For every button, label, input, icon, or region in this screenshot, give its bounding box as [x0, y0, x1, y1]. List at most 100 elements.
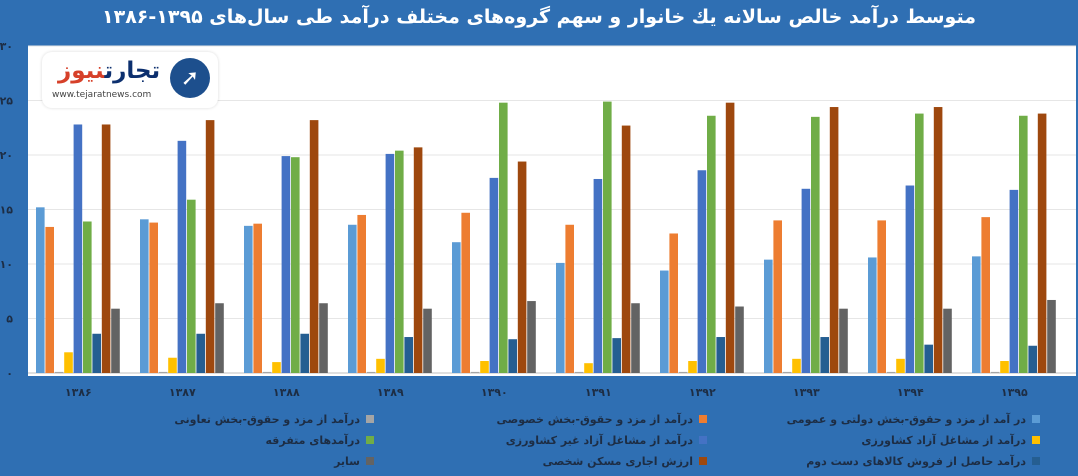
bar [111, 308, 120, 373]
legend-item: درآمد از مشاغل آزاد کشاورزی [707, 431, 1040, 449]
x-tick-label: ۱۳۸۷ [169, 386, 196, 399]
bar [376, 358, 385, 373]
bar [92, 333, 101, 373]
x-tick-label: ۱۳۹۴ [897, 386, 924, 399]
bar [480, 361, 489, 373]
arrow-circle-icon: ➚ [170, 58, 210, 98]
x-tick-label: ۱۳۹۵ [1001, 386, 1028, 399]
bar [272, 362, 281, 373]
bar [489, 177, 499, 373]
legend-item: درآمد از مزد و حقوق-بخش تعاونی [41, 410, 374, 428]
legend-label: درآمد از مشاغل آزاد غیر کشاورزی [505, 433, 693, 447]
bar [452, 242, 461, 373]
legend-swatch [1032, 436, 1040, 444]
chart-legend: در آمد از مزد و حقوق-بخش دولتی و عمومی در… [40, 410, 1040, 472]
bar [612, 338, 621, 373]
bar [896, 358, 905, 373]
y-tick-label: ۱۰ [0, 258, 13, 271]
legend-item: ارزش اجاری مسکن شخصی [374, 452, 707, 470]
bar [773, 220, 782, 373]
y-tick-label: ۲۵ [0, 95, 13, 108]
bar [905, 185, 915, 373]
bar [1037, 113, 1047, 373]
legend-label: درآمد از مزد و حقوق-بخش تعاونی [174, 412, 360, 426]
bar [660, 270, 669, 373]
x-tick-label: ۱۳۹۱ [585, 386, 612, 399]
bar [253, 223, 262, 373]
x-tick-label: ۱۳۹۳ [793, 386, 820, 399]
bar [470, 371, 480, 373]
bar [83, 221, 92, 373]
bar [215, 303, 224, 373]
bar [45, 226, 54, 373]
bar [811, 116, 820, 373]
bar [584, 363, 593, 373]
legend-item: درآمد از مزد و حقوق-بخش خصوصی [374, 410, 707, 428]
bar [820, 337, 829, 373]
bar [1019, 115, 1028, 373]
legend-item: در آمد از مزد و حقوق-بخش دولتی و عمومی [707, 410, 1040, 428]
bar [149, 222, 158, 373]
bar [725, 102, 735, 374]
bar [101, 124, 111, 373]
bar [517, 161, 527, 373]
chart-title: متوسط درآمد خالص سالانه یك خانوار و سهم … [102, 6, 976, 28]
legend-item: سایر [41, 452, 374, 470]
bar [877, 220, 886, 373]
legend-label: درآمد حاصل از فروش کالاهای دست دوم [806, 454, 1026, 468]
bar [943, 308, 952, 373]
bar [839, 308, 848, 373]
bar [527, 301, 536, 373]
bar [678, 371, 688, 373]
bar [291, 157, 300, 373]
bar [697, 170, 707, 373]
bar [829, 107, 839, 373]
bar [54, 371, 64, 373]
bar [413, 147, 423, 373]
legend-item: درآمد از مشاغل آزاد غیر کشاورزی [374, 431, 707, 449]
legend-swatch [366, 457, 374, 465]
bar [36, 207, 45, 373]
legend-swatch [699, 436, 707, 444]
bar [177, 140, 187, 373]
y-tick-label: ۵ [6, 313, 13, 326]
bar [565, 224, 574, 373]
y-tick-label: ۲۰ [0, 149, 13, 162]
y-tick-label: ۳۰ [0, 40, 13, 53]
bar [262, 371, 272, 373]
legend-label: درآمد از مزد و حقوق-بخش خصوصی [496, 412, 693, 426]
bar [990, 371, 1000, 373]
bar [73, 124, 83, 373]
bar [64, 352, 73, 373]
bar [300, 333, 309, 373]
x-tick-label: ۱۳۹۰ [481, 386, 508, 399]
bar [716, 337, 725, 373]
bar [972, 256, 981, 373]
y-tick-label: ۰ [6, 367, 13, 380]
bar [499, 102, 508, 374]
legend-swatch [699, 457, 707, 465]
y-axis-ticks: ۰ ۵ ۱۰ ۱۵ ۲۰ ۲۵ ۳۰ [0, 40, 13, 380]
bar [395, 150, 404, 373]
bar [140, 219, 149, 373]
x-tick-label: ۱۳۸۶ [65, 386, 92, 399]
x-axis-ticks: ۱۳۸۶ ۱۳۸۷ ۱۳۸۸ ۱۳۸۹ ۱۳۹۰ ۱۳۹۱ ۱۳۹۲ ۱۳۹۳ ۱۳۹۴ ۱۳۹۵ [65, 386, 1028, 399]
bars [36, 101, 1056, 374]
bar [205, 120, 215, 374]
bar [801, 188, 811, 373]
logo-url: www.tejaratnews.com [52, 90, 152, 100]
bar [621, 125, 631, 373]
y-tick-label: ۱۵ [0, 204, 13, 217]
bar [1009, 189, 1019, 373]
bar [423, 308, 432, 373]
bar [669, 233, 678, 373]
bar [244, 225, 253, 373]
bar [603, 101, 612, 373]
bar [461, 212, 470, 373]
bar [385, 153, 395, 373]
bar [357, 214, 366, 373]
logo-text: تجارتنیوز [58, 58, 160, 84]
bar [404, 337, 413, 373]
bar [319, 303, 328, 373]
